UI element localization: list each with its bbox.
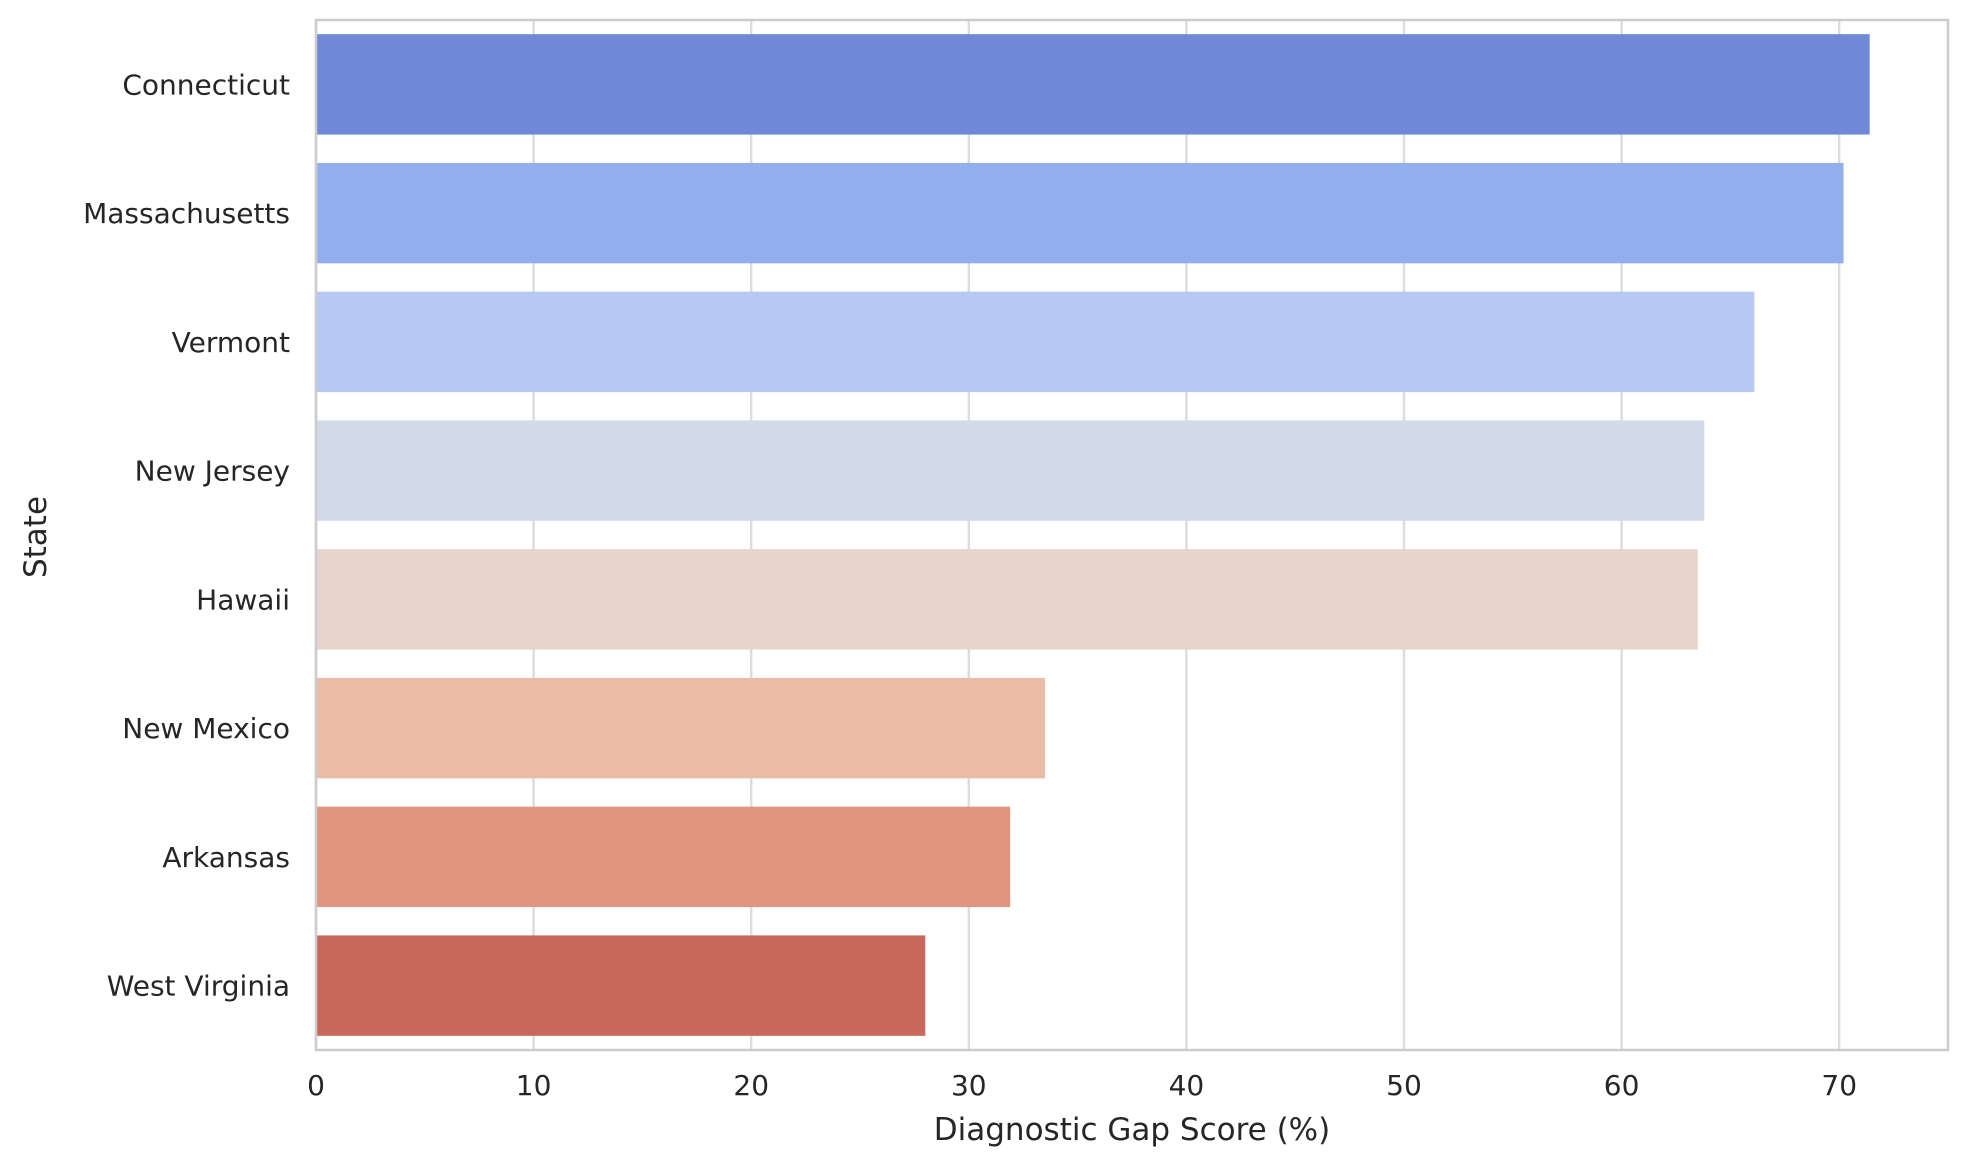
x-tick-label: 70 bbox=[1821, 1069, 1857, 1102]
bar-new-jersey bbox=[316, 420, 1705, 521]
y-tick-labels: Connecticut Massachusetts Vermont New Jerse… bbox=[83, 68, 290, 1002]
y-tick-label: New Mexico bbox=[122, 712, 290, 745]
y-tick-label: Hawaii bbox=[196, 583, 290, 616]
bar-hawaii bbox=[316, 549, 1698, 650]
y-tick-label: Connecticut bbox=[122, 68, 290, 101]
y-tick-label: Arkansas bbox=[162, 841, 290, 874]
x-tick-label: 0 bbox=[307, 1069, 325, 1102]
bars bbox=[316, 34, 1870, 1036]
plot-frame bbox=[314, 18, 1950, 1052]
y-tick-label: West Virginia bbox=[107, 970, 290, 1003]
y-tick-label: Massachusetts bbox=[83, 197, 290, 230]
x-tick-label: 10 bbox=[516, 1069, 552, 1102]
bar-connecticut bbox=[316, 34, 1870, 135]
x-tick-label: 40 bbox=[1169, 1069, 1205, 1102]
y-tick-label: Vermont bbox=[172, 326, 290, 359]
x-tick-label: 20 bbox=[733, 1069, 769, 1102]
x-tick-label: 60 bbox=[1604, 1069, 1640, 1102]
bar-arkansas bbox=[316, 806, 1011, 908]
y-axis-label: State bbox=[18, 496, 54, 578]
bar-massachusetts bbox=[316, 162, 1844, 264]
bar-west-virginia bbox=[316, 935, 926, 1036]
x-tick-label: 50 bbox=[1386, 1069, 1422, 1102]
y-tick-label: New Jersey bbox=[135, 455, 290, 488]
bar-new-mexico bbox=[316, 677, 1045, 779]
bar-vermont bbox=[316, 291, 1755, 393]
x-tick-label: 30 bbox=[951, 1069, 987, 1102]
x-axis-label: Diagnostic Gap Score (%) bbox=[934, 1112, 1330, 1148]
x-tick-labels: 0 10 20 30 40 50 60 70 bbox=[307, 1069, 1857, 1102]
